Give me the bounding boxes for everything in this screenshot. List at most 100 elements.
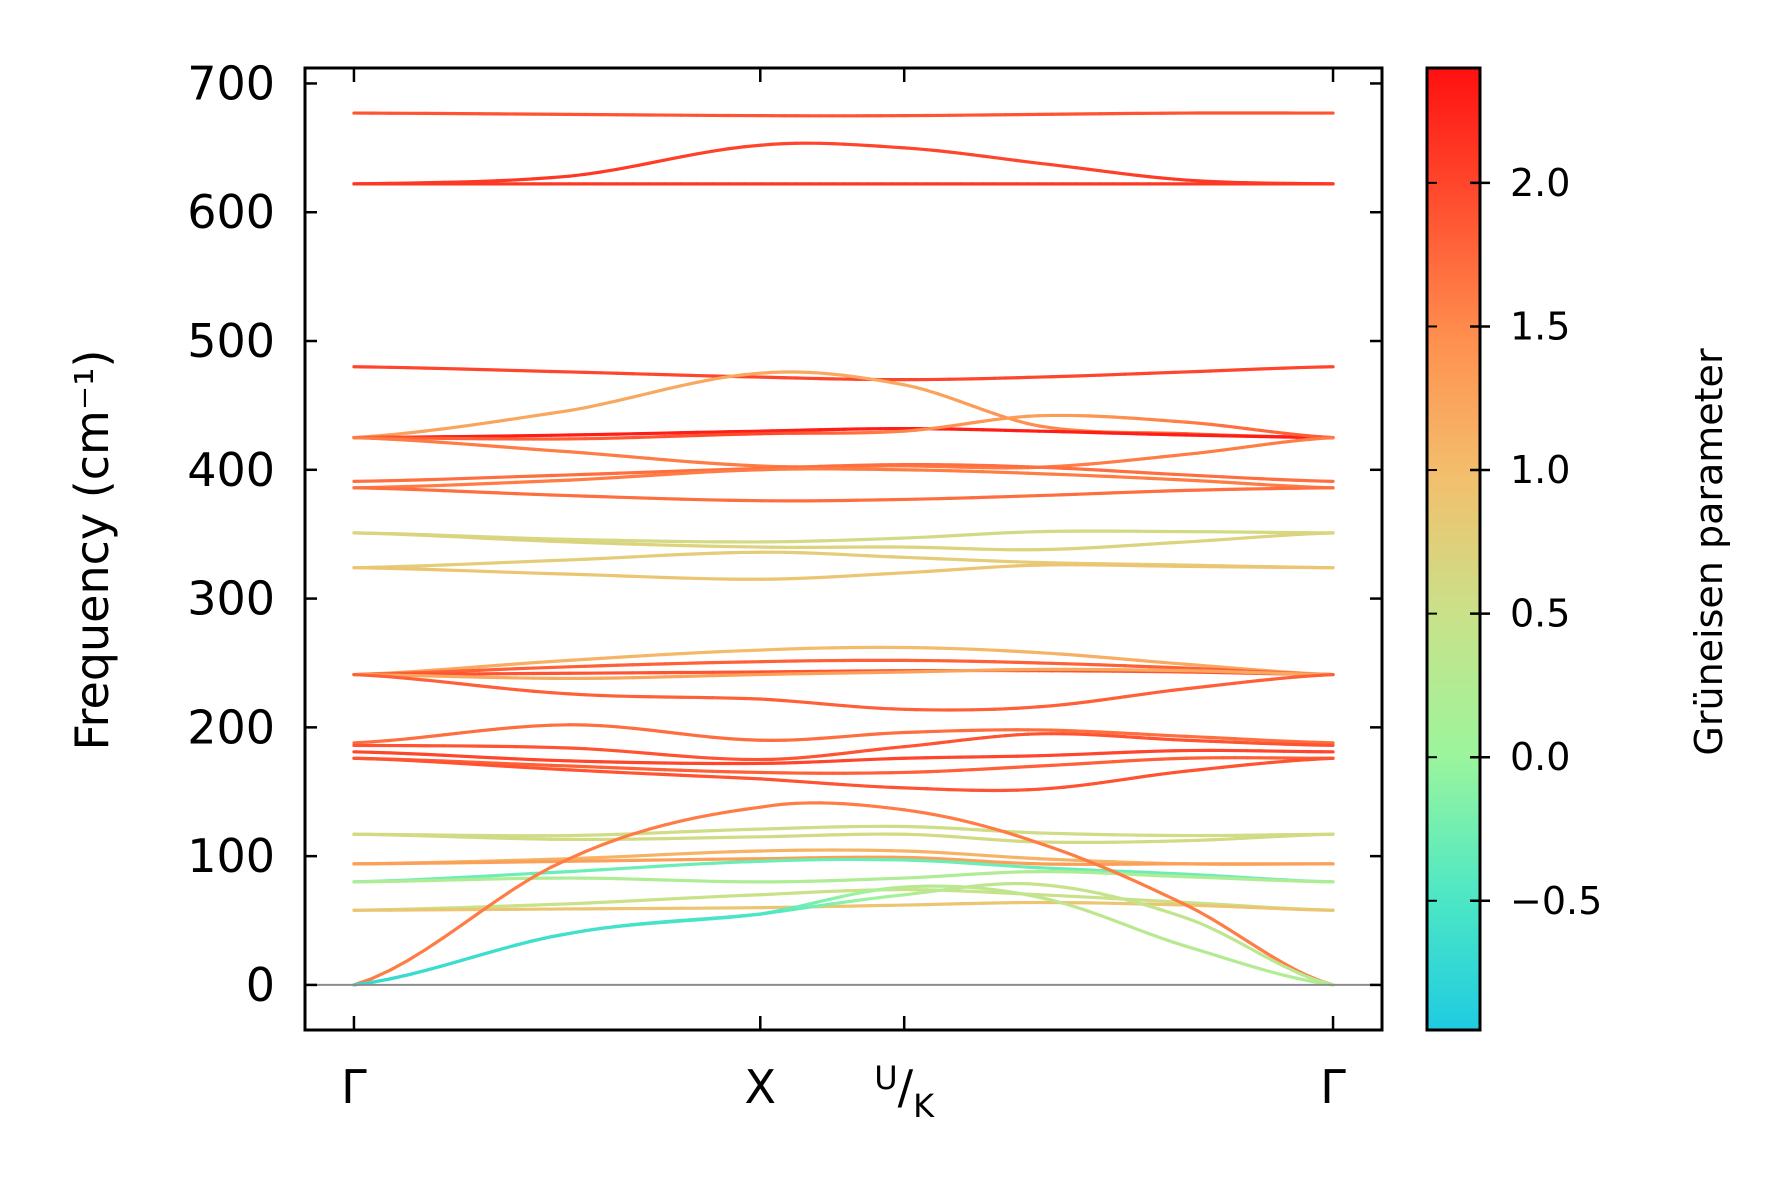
band-segment bbox=[1062, 894, 1078, 899]
band-segment bbox=[478, 684, 500, 690]
band-segment bbox=[947, 395, 963, 404]
band-segment bbox=[818, 575, 834, 580]
band-segment bbox=[970, 885, 985, 891]
band-segment bbox=[925, 426, 940, 431]
band-segment bbox=[1074, 473, 1090, 478]
band-segment bbox=[1147, 471, 1164, 476]
band-segment bbox=[1221, 424, 1237, 429]
band-segment bbox=[1098, 892, 1115, 898]
band-segment bbox=[615, 766, 635, 771]
band-segment bbox=[992, 888, 1008, 893]
band-segment bbox=[663, 469, 683, 474]
band-segment bbox=[352, 756, 374, 761]
band-segment bbox=[406, 735, 428, 741]
band-6 bbox=[352, 413, 1335, 441]
band-segment bbox=[1074, 653, 1090, 658]
band-segment bbox=[442, 476, 464, 481]
band-segment bbox=[806, 899, 822, 906]
band-segment bbox=[1098, 913, 1115, 922]
band-segment bbox=[1062, 784, 1078, 789]
band-segment bbox=[647, 469, 667, 474]
band-segment bbox=[513, 559, 536, 564]
band-segment bbox=[615, 164, 635, 171]
band-segment bbox=[1086, 473, 1103, 478]
band-segment bbox=[902, 570, 918, 575]
band-segment bbox=[647, 823, 667, 831]
band-segment bbox=[992, 766, 1008, 771]
band-segment bbox=[710, 756, 731, 761]
band-segment bbox=[1172, 419, 1188, 424]
band-segment bbox=[936, 568, 951, 573]
band-segment bbox=[1062, 762, 1078, 767]
band-segment bbox=[599, 900, 619, 904]
band-segment bbox=[513, 765, 536, 770]
band-segment bbox=[1184, 900, 1201, 905]
band-segment bbox=[1026, 882, 1041, 887]
band-segment bbox=[388, 484, 410, 489]
band-segment bbox=[1123, 657, 1139, 662]
band-segment bbox=[460, 476, 482, 481]
band-segment bbox=[531, 536, 554, 541]
band-segment bbox=[679, 918, 699, 923]
band-segment bbox=[878, 571, 894, 576]
band-segment bbox=[970, 404, 985, 412]
band-segment bbox=[1015, 830, 1030, 835]
band-segment bbox=[513, 858, 536, 862]
band-segment bbox=[1098, 169, 1115, 174]
band-segment bbox=[1282, 961, 1298, 972]
band-segment bbox=[1245, 835, 1262, 840]
band-segment bbox=[495, 904, 518, 908]
band-segment bbox=[679, 552, 699, 557]
band-segment bbox=[679, 768, 699, 773]
band-segment bbox=[549, 408, 571, 415]
band-segment bbox=[1037, 857, 1054, 861]
band-segment bbox=[758, 777, 774, 782]
band-segment bbox=[878, 554, 894, 559]
band-segment bbox=[981, 862, 996, 867]
band-segment bbox=[531, 857, 554, 862]
band-segment bbox=[1003, 889, 1019, 895]
band-segment bbox=[424, 563, 446, 568]
band-segment bbox=[615, 866, 635, 871]
band-segment bbox=[406, 484, 428, 489]
band-segment bbox=[947, 834, 963, 839]
band-segment bbox=[567, 869, 587, 874]
band-segment bbox=[1184, 734, 1201, 739]
band-segment bbox=[695, 812, 715, 820]
band-segment bbox=[890, 806, 906, 812]
band-32 bbox=[352, 900, 1335, 912]
band-segment bbox=[742, 648, 762, 653]
band-segment bbox=[1282, 739, 1298, 744]
band-19 bbox=[352, 672, 1335, 712]
band-segment bbox=[1258, 951, 1274, 962]
band-segment bbox=[818, 759, 834, 764]
band-segment bbox=[495, 764, 518, 769]
band-segment bbox=[830, 734, 846, 740]
band-0 bbox=[352, 111, 1335, 118]
band-segment bbox=[1049, 785, 1066, 790]
band-segment bbox=[679, 380, 699, 388]
band-segment bbox=[1184, 420, 1201, 425]
band-segment bbox=[647, 472, 667, 478]
band-segment bbox=[1049, 703, 1066, 708]
band-24 bbox=[352, 756, 1335, 793]
band-segment bbox=[1135, 542, 1152, 547]
band-segment bbox=[1026, 414, 1041, 418]
band-segment bbox=[478, 419, 500, 426]
band-segment bbox=[478, 835, 500, 840]
band-segment bbox=[647, 897, 667, 902]
band-segment bbox=[442, 489, 464, 493]
band-segment bbox=[599, 399, 619, 406]
band-segment bbox=[513, 474, 536, 479]
band-segment bbox=[925, 874, 940, 879]
band-segment bbox=[679, 433, 699, 438]
band-segment bbox=[615, 574, 635, 578]
band-segment bbox=[513, 661, 536, 666]
band-segment bbox=[936, 834, 951, 838]
band-segment bbox=[478, 569, 500, 574]
y-axis-label: Frequency (cm⁻¹) bbox=[65, 350, 119, 751]
band-segment bbox=[495, 535, 518, 540]
band-5 bbox=[352, 426, 1335, 440]
band-segment bbox=[531, 758, 554, 762]
band-segment bbox=[1282, 758, 1298, 764]
